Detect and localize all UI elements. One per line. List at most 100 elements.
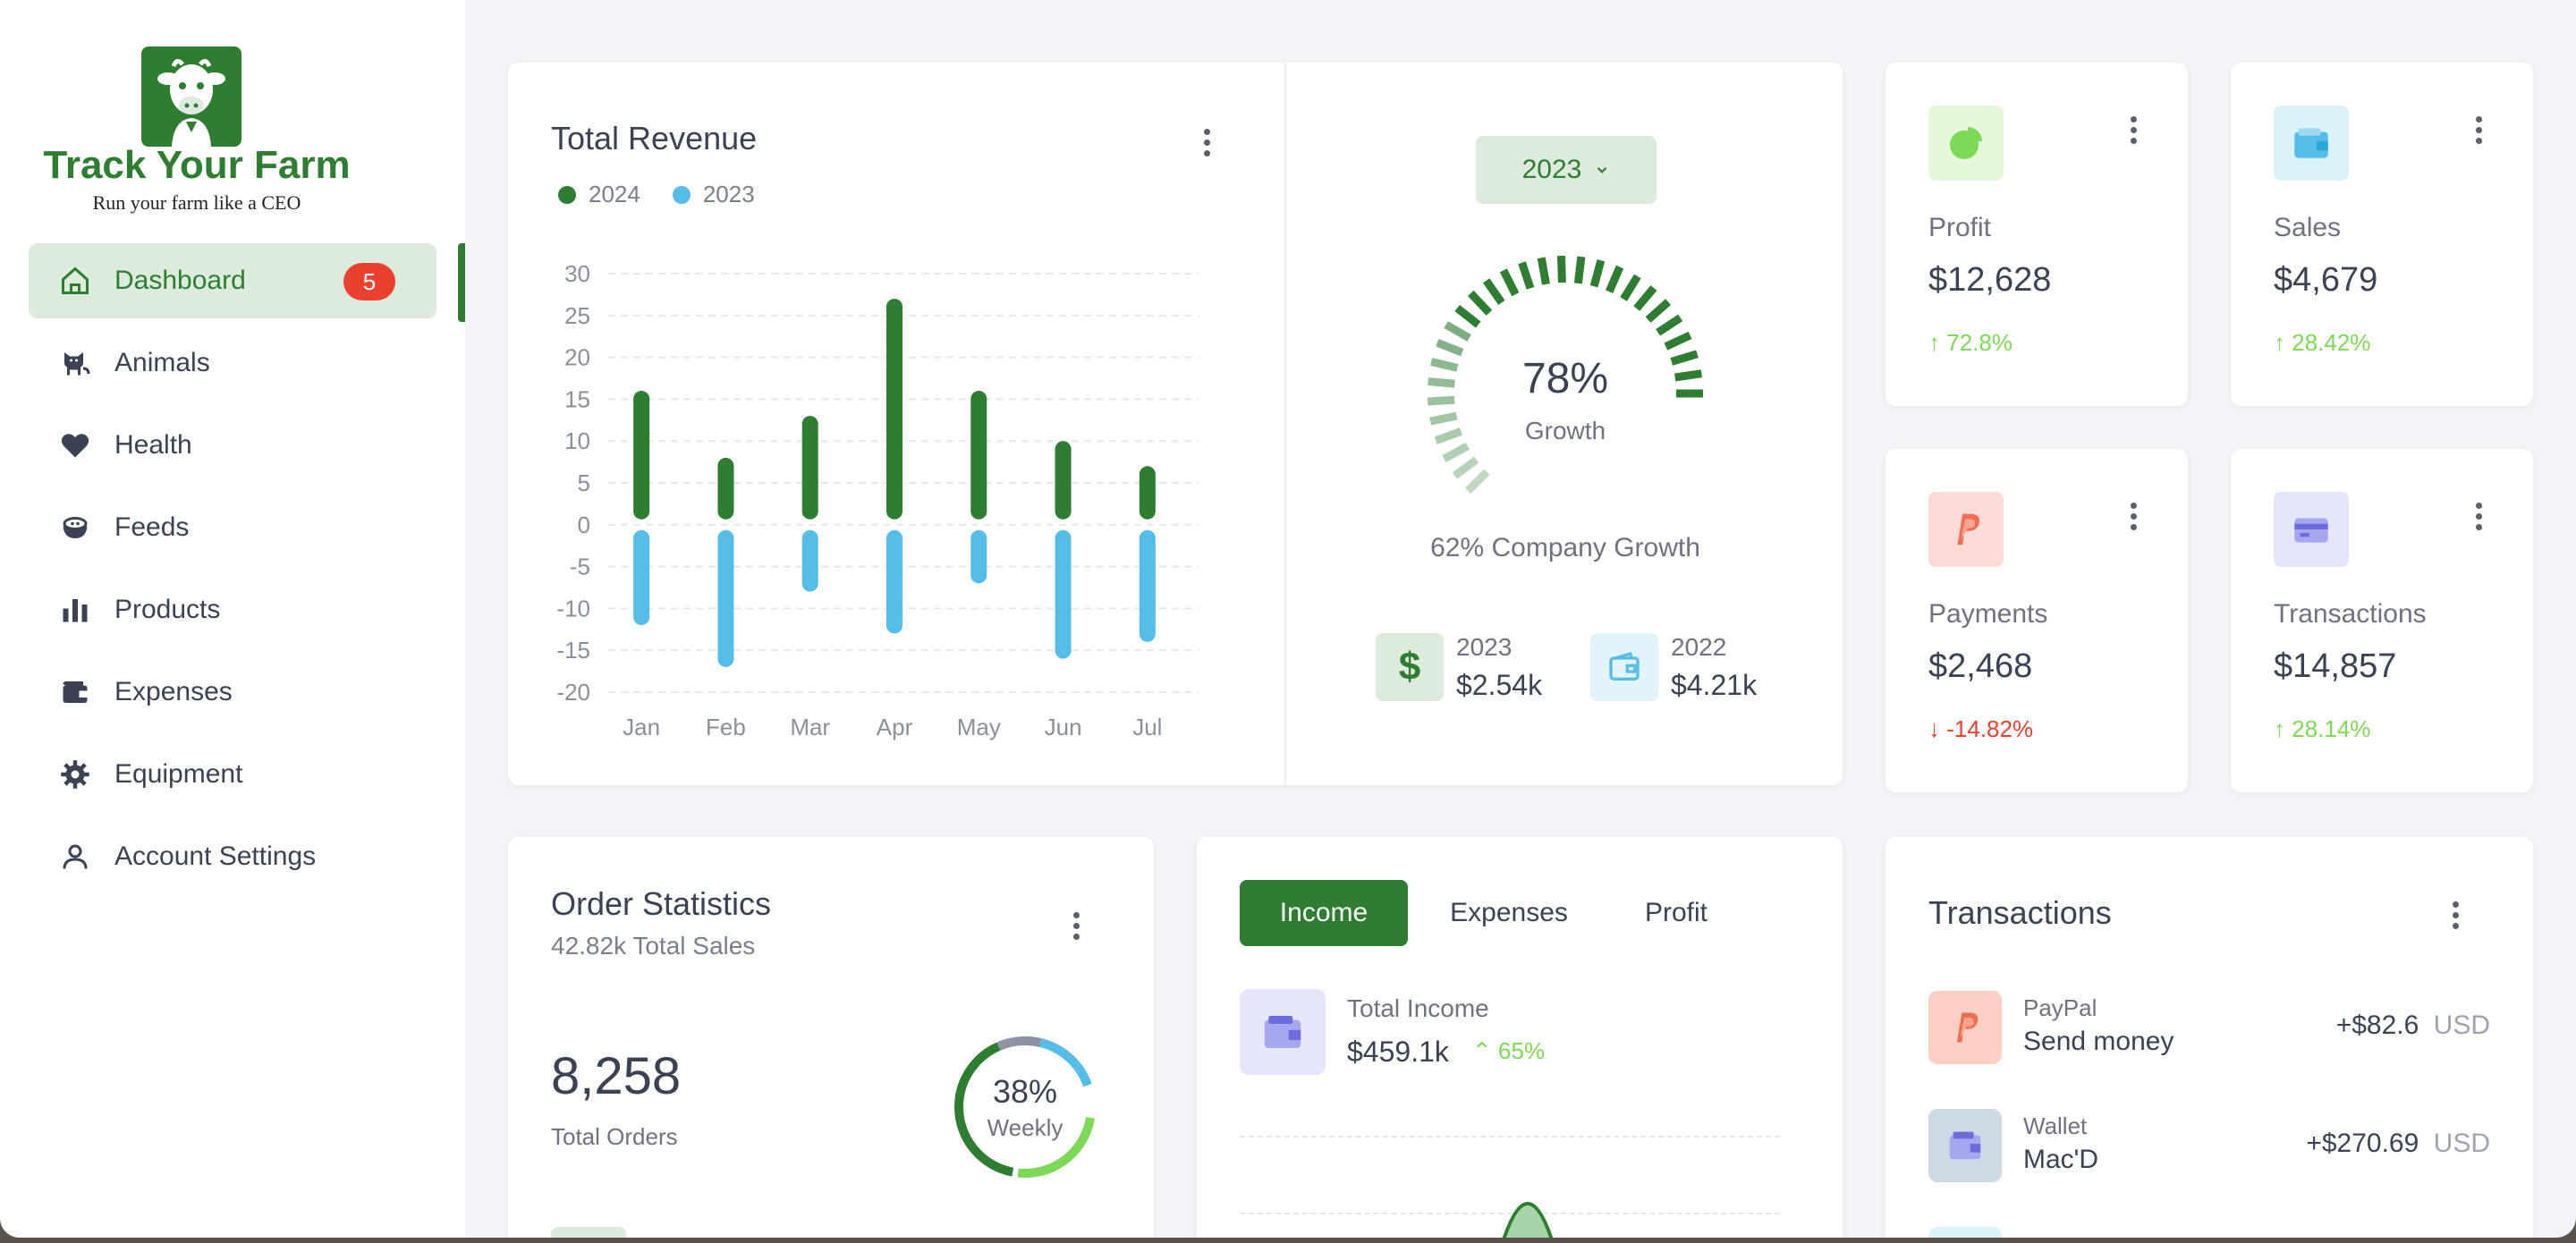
transactions-card: Transactions PayPal Send money +$82.6 US… (1885, 837, 2533, 1238)
bar-2024[interactable] (1055, 441, 1072, 520)
stat-card-transactions[interactable]: Transactions $14,857 ↑ 28.14% (2231, 449, 2533, 792)
sidebar-item-feeds[interactable]: Feeds (29, 490, 436, 565)
x-tick-label: Jul (1132, 714, 1162, 740)
sidebar-nav: Dashboard 5 Animals Health Feeds (29, 243, 436, 901)
y-tick-label: 10 (564, 427, 590, 454)
y-tick-label: -15 (556, 637, 590, 664)
tab-profit[interactable]: Profit (1644, 898, 1708, 927)
brand-tagline: Run your farm like a CEO (92, 191, 301, 214)
income-change: ⌃ 65% (1472, 1037, 1545, 1065)
orders-menu-icon[interactable] (1073, 912, 1080, 941)
payments-menu-icon[interactable] (2131, 503, 2138, 531)
sidebar-item-animals[interactable]: Animals (29, 326, 436, 401)
bar-2023[interactable] (1139, 529, 1156, 642)
x-tick-label: Jan (623, 714, 660, 740)
income-change-value: 65% (1498, 1037, 1546, 1064)
stat-change-value: -14.82% (1946, 715, 2034, 742)
bar-2023[interactable] (886, 529, 902, 634)
wallet-icon (1240, 989, 1326, 1075)
transaction-row[interactable]: Wallet Mac'D +$270.69 USD (1928, 1109, 2490, 1184)
tab-income[interactable]: Income (1240, 880, 1408, 946)
stat-change-value: 28.42% (2292, 329, 2371, 356)
sidebar-item-health[interactable]: Health (29, 408, 436, 483)
amount-value: +$82.6 (2335, 1010, 2419, 1040)
y-tick-label: -10 (556, 595, 590, 622)
sales-menu-icon[interactable] (2476, 116, 2483, 145)
y-tick-label: 15 (564, 385, 590, 412)
gauge-tick (1468, 290, 1493, 316)
y-tick-label: -5 (570, 554, 590, 580)
stat-change-up: ↑ 28.42% (2274, 329, 2370, 357)
stat-label: Profit (1928, 213, 1992, 242)
paypal-icon (1928, 492, 2004, 567)
bar-2024[interactable] (1139, 466, 1156, 520)
x-tick-label: Feb (706, 714, 746, 740)
sidebar-item-expenses[interactable]: Expenses (29, 655, 436, 730)
arrow-down-icon: ↓ (1928, 715, 1940, 742)
bar-2023[interactable] (717, 529, 734, 667)
cat-icon (57, 345, 93, 381)
sidebar-item-label: Products (114, 595, 221, 624)
year-dropdown[interactable]: 2023 (1476, 136, 1657, 204)
profit-menu-icon[interactable] (2131, 116, 2138, 145)
sidebar-item-label: Health (114, 430, 192, 460)
stat-change-up: ↑ 72.8% (1928, 329, 2012, 357)
bar-2024[interactable] (633, 391, 650, 520)
bar-2024[interactable] (717, 457, 734, 520)
legend-dot (672, 186, 691, 204)
gauge-tick (1633, 285, 1657, 311)
bar-2024[interactable] (970, 391, 987, 520)
revenue-chart: 30 25 20 15 10 5 0 -5 -10 -15 -20 Jan Feb Mar Apr May Ju… (556, 260, 1199, 740)
bar-chart-icon (57, 592, 93, 628)
transaction-row[interactable]: PayPal Send money +$82.6 USD (1928, 991, 2490, 1066)
sidebar-item-dashboard[interactable]: Dashboard 5 (29, 243, 436, 318)
stat-card-sales[interactable]: Sales $4,679 ↑ 28.42% (2231, 63, 2533, 406)
weekly-donut-chart (954, 1036, 1096, 1178)
legend-label: 2023 (702, 181, 755, 207)
sidebar-item-label: Account Settings (114, 841, 317, 871)
x-tick-label: Mar (790, 714, 830, 740)
amount-value: +$270.69 (2306, 1129, 2419, 1158)
year-dropdown-label: 2023 (1521, 155, 1582, 184)
gauge-tick (1429, 411, 1458, 426)
y-tick-label: 5 (578, 469, 590, 496)
transaction-row-partial-icon (1928, 1227, 2002, 1238)
sidebar-item-label: Dashboard (114, 266, 246, 295)
bar-2024[interactable] (886, 299, 902, 520)
gauge-tick (1454, 304, 1481, 328)
stat-change-value: 28.14% (2292, 715, 2371, 742)
transaction-desc: Send money (2023, 1027, 2174, 1056)
gauge-tick (1427, 395, 1455, 406)
stat-card-payments[interactable]: Payments $2,468 ↓ -14.82% (1885, 449, 2188, 792)
order-category-icon (551, 1227, 626, 1238)
bar-2023[interactable] (801, 529, 818, 592)
wallet-icon (1928, 1109, 2002, 1182)
stat-card-profit[interactable]: Profit $12,628 ↑ 72.8% (1885, 63, 2188, 406)
gauge-tick (1430, 358, 1459, 372)
bar-2023[interactable] (1055, 529, 1072, 659)
legend-dot (558, 186, 576, 204)
gauge-tick (1620, 274, 1641, 301)
transactions-title: Transactions (1928, 894, 2112, 931)
amount-currency: USD (2433, 1129, 2490, 1158)
donut-percent: 38% (992, 1073, 1058, 1110)
bar-2023[interactable] (970, 529, 987, 584)
gauge-tick (1589, 259, 1606, 288)
bar-2024[interactable] (801, 416, 818, 520)
tab-expenses[interactable]: Expenses (1450, 898, 1568, 927)
bar-2023[interactable] (633, 529, 650, 626)
notification-badge: 5 (343, 263, 395, 300)
sidebar-item-equipment[interactable]: Equipment (29, 737, 436, 812)
home-icon (57, 263, 93, 299)
farm-logo[interactable] (141, 47, 242, 147)
sidebar-item-products[interactable]: Products (29, 572, 436, 647)
transactions-menu-icon[interactable] (2453, 901, 2460, 930)
credit-card-icon (2274, 492, 2349, 567)
donut-label: Weekly (987, 1114, 1063, 1141)
sidebar-item-account-settings[interactable]: Account Settings (29, 819, 436, 894)
legend-item-2024: 2024 (558, 181, 640, 208)
transaction-amount: +$82.6 USD (2336, 1010, 2490, 1041)
transactions-stat-menu-icon[interactable] (2476, 503, 2483, 531)
dollar-icon: $ (1376, 633, 1444, 701)
revenue-menu-icon[interactable] (1204, 129, 1211, 157)
